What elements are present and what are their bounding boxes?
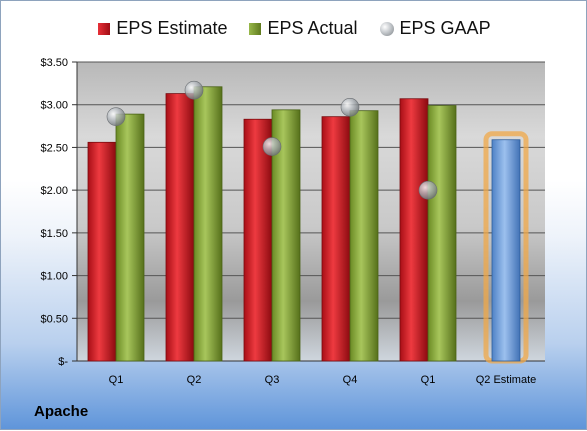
plot-area-background [77,62,545,361]
bar-q2-estimate [491,139,521,362]
gaap-marker [184,80,204,100]
x-tick-label: Q3 [265,374,280,386]
y-tick-label: $1.50 [40,228,68,240]
bar-eps-actual [115,113,145,362]
x-tick-label: Q2 [187,374,202,386]
bar-eps-actual [349,110,379,362]
bar-eps-estimate [243,118,273,362]
x-tick-label: Q4 [343,374,358,386]
y-tick-label: $2.00 [40,185,68,197]
legend-eps-estimate: EPS Estimate [98,18,227,39]
tick-labels: $- $0.50 $1.00 $1.50 $2.00 $2.50 $3.00 $3.50 Q1 Q… [40,57,536,386]
legend-label-eps-actual: EPS Actual [267,18,358,38]
company-name: Apache [34,403,89,420]
x-tick-label: Q2 Estimate [476,374,537,386]
gaap-marker [106,107,126,126]
bars [87,86,529,364]
gaap-markers [106,80,438,200]
bar-eps-actual [427,105,457,362]
gaap-marker [262,137,282,156]
y-tick-label: $3.50 [40,57,68,69]
bar-eps-estimate [399,98,429,362]
y-tick-label: $1.00 [40,271,68,283]
legend-eps-gaap: EPS GAAP [379,18,491,39]
bar-eps-estimate [321,116,351,362]
x-tick-label: Q1 [421,374,436,386]
gaap-marker [418,180,438,200]
legend-label-eps-gaap: EPS GAAP [399,18,491,38]
y-tick-label: $2.50 [40,142,68,154]
x-tick-label: Q1 [109,374,124,386]
legend-label-eps-estimate: EPS Estimate [116,18,228,38]
y-tick-label: $3.00 [40,100,68,112]
legend-swatch-eps-estimate [98,22,111,35]
legend: EPS Estimate EPS Actual EPS GAAP [1,18,587,39]
axes [72,61,545,362]
legend-eps-actual: EPS Actual [249,18,358,39]
legend-swatch-eps-actual [249,22,262,35]
bar-eps-estimate [87,141,117,362]
gaap-marker [340,97,360,117]
legend-marker-eps-gaap [379,21,394,36]
bar-eps-actual [193,86,223,362]
y-tick-label: $- [58,356,68,368]
y-tick-label: $0.50 [40,313,68,325]
bar-eps-estimate [165,93,195,362]
